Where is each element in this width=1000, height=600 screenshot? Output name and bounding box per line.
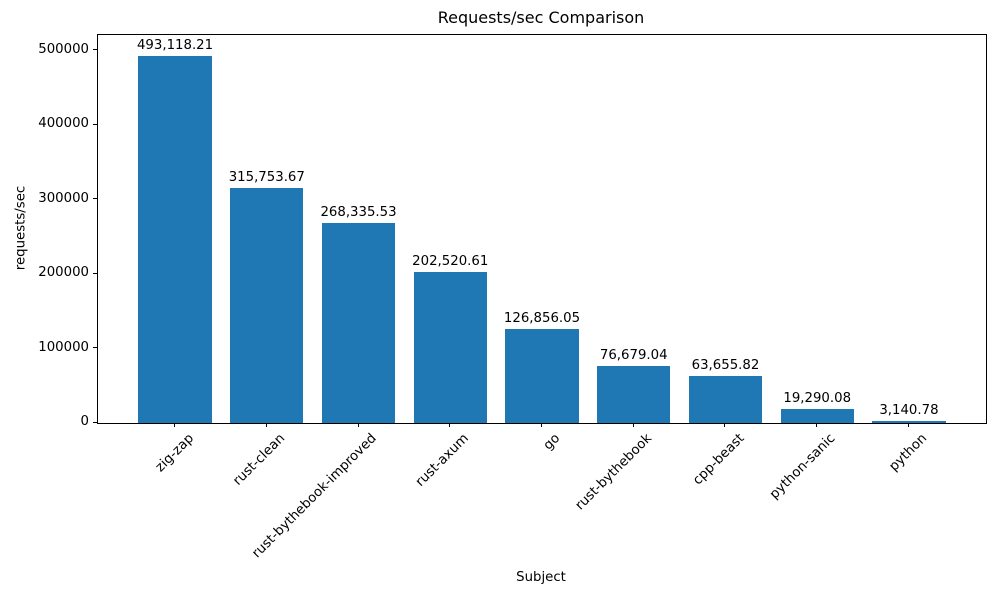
x-tick-label: rust-bythebook [573,431,656,514]
bar-value-label: 3,140.78 [879,402,939,418]
bar [688,375,763,423]
y-tick-mark [93,347,97,349]
x-tick-label: rust-axum [413,431,472,490]
bar-value-label: 315,753.67 [228,169,305,185]
x-tick-mark [357,423,359,427]
bar [780,408,854,423]
bar [872,420,946,423]
bar [321,223,396,423]
plot-area: 493,118.21 315,753.67 268,335.53 202,520.61… [97,34,987,424]
y-tick-label: 200000 [38,265,89,281]
bar-value-label: 63,655.82 [691,357,760,373]
bar [505,328,579,423]
x-tick-label: python [887,431,931,475]
bar [597,365,671,423]
y-tick-label: 300000 [38,190,89,206]
bar [413,272,487,423]
bar-value-label: 126,856.05 [503,310,581,326]
y-tick-mark [93,198,97,200]
y-tick-mark [93,272,97,274]
bar-value-label: 493,118.21 [136,37,214,53]
bar-value-label: 202,520.61 [412,254,489,270]
x-tick-label: rust-clean [230,431,289,489]
y-tick-label: 400000 [38,116,89,132]
y-tick-mark [93,49,97,51]
x-tick-mark [907,423,909,427]
y-tick-label: 0 [80,414,89,429]
y-tick-label: 500000 [38,41,89,57]
y-tick-mark [93,421,97,423]
bar-value-label: 268,335.53 [320,205,397,221]
x-tick-mark [174,423,176,427]
chart-title: Requests/sec Comparison [437,8,645,27]
x-tick-mark [816,423,818,427]
x-tick-mark [265,423,267,427]
bar [138,55,212,423]
y-tick-mark [93,123,97,125]
x-axis-label: Subject [516,570,566,585]
x-tick-label: python-sanic [767,431,839,503]
x-tick-label: cpp-beast [689,431,748,489]
x-tick-mark [541,423,542,427]
x-tick-mark [449,423,451,427]
x-tick-label: go [541,431,564,454]
bar [230,187,304,423]
bar-value-label: 76,679.04 [599,347,668,363]
x-tick-label: zig-zap [152,431,197,476]
bar-value-label: 19,290.08 [783,390,852,406]
x-tick-mark [724,423,726,427]
y-tick-label: 100000 [38,339,89,355]
x-tick-mark [632,423,634,427]
